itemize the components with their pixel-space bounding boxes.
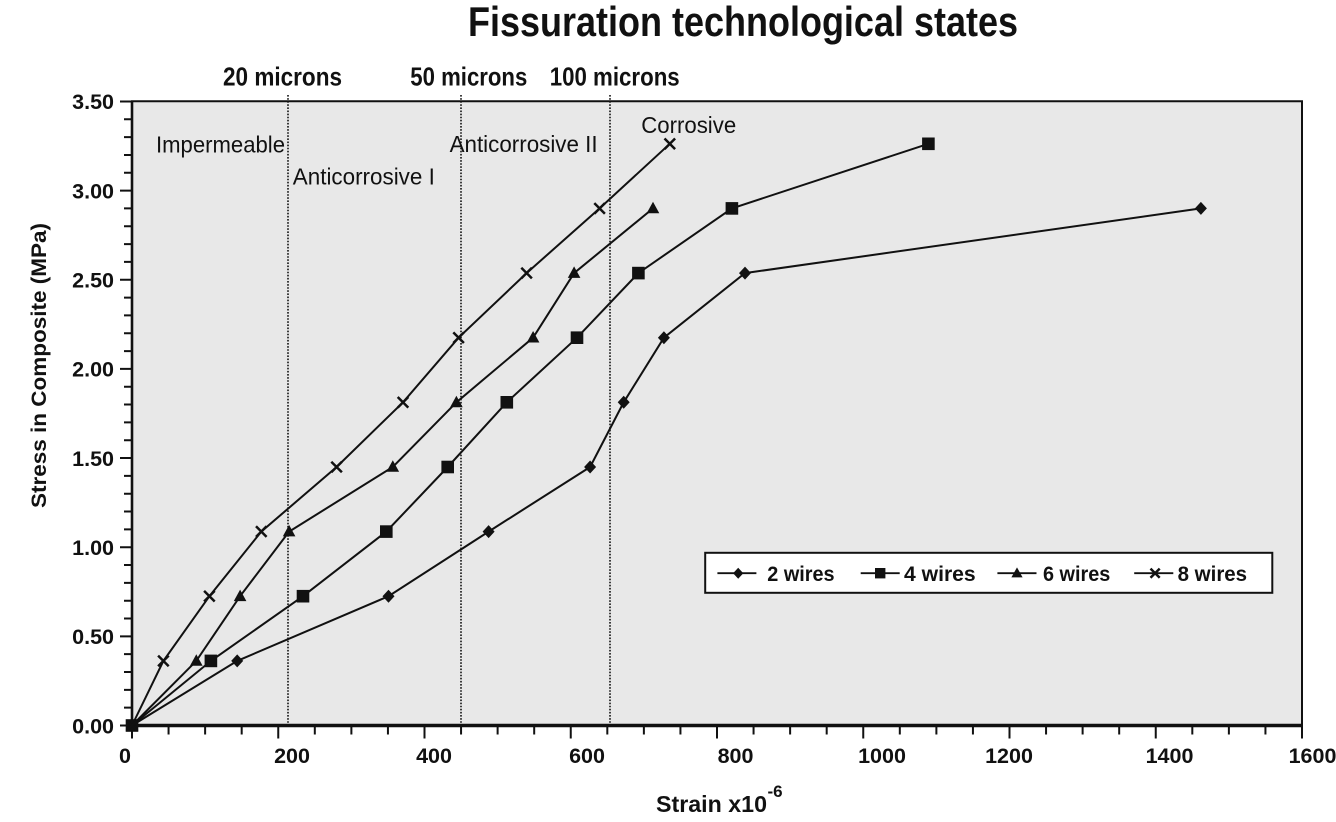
svg-text:2.50: 2.50 bbox=[72, 269, 114, 293]
svg-text:-6: -6 bbox=[768, 782, 783, 801]
svg-text:Corrosive: Corrosive bbox=[641, 112, 736, 138]
svg-text:50 microns: 50 microns bbox=[410, 62, 527, 92]
svg-text:Anticorrosive I: Anticorrosive I bbox=[293, 163, 435, 189]
svg-text:1000: 1000 bbox=[858, 744, 906, 768]
svg-text:8 wires: 8 wires bbox=[1178, 562, 1248, 586]
svg-text:0.50: 0.50 bbox=[72, 625, 114, 649]
svg-text:400: 400 bbox=[416, 744, 452, 768]
svg-text:Fissuration technological stat: Fissuration technological states bbox=[468, 0, 1018, 45]
svg-text:2.00: 2.00 bbox=[72, 358, 114, 382]
svg-text:1.00: 1.00 bbox=[72, 536, 114, 560]
svg-text:1200: 1200 bbox=[985, 744, 1033, 768]
svg-text:6 wires: 6 wires bbox=[1043, 562, 1110, 586]
svg-text:1400: 1400 bbox=[1146, 744, 1194, 768]
svg-text:0: 0 bbox=[119, 744, 131, 768]
svg-text:2 wires: 2 wires bbox=[767, 562, 834, 586]
svg-text:1.50: 1.50 bbox=[72, 447, 114, 471]
svg-text:Strain x10: Strain x10 bbox=[656, 791, 767, 817]
svg-text:3.00: 3.00 bbox=[72, 179, 114, 203]
svg-text:200: 200 bbox=[274, 744, 310, 768]
svg-text:4 wires: 4 wires bbox=[904, 562, 976, 586]
svg-text:Impermeable: Impermeable bbox=[156, 132, 285, 158]
svg-text:20 microns: 20 microns bbox=[223, 62, 342, 92]
svg-text:100 microns: 100 microns bbox=[550, 62, 680, 92]
svg-text:1600: 1600 bbox=[1289, 744, 1336, 768]
svg-text:3.50: 3.50 bbox=[72, 90, 114, 114]
svg-text:800: 800 bbox=[718, 744, 754, 768]
svg-text:600: 600 bbox=[569, 744, 605, 768]
svg-text:Stress in Composite (MPa): Stress in Composite (MPa) bbox=[27, 223, 51, 508]
svg-text:0.00: 0.00 bbox=[72, 714, 114, 738]
svg-text:Anticorrosive II: Anticorrosive II bbox=[450, 131, 598, 157]
